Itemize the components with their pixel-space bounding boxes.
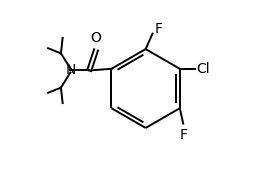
Text: O: O bbox=[91, 31, 102, 45]
Text: F: F bbox=[179, 128, 187, 142]
Text: N: N bbox=[65, 64, 76, 78]
Text: F: F bbox=[154, 22, 162, 36]
Text: Cl: Cl bbox=[196, 62, 210, 76]
